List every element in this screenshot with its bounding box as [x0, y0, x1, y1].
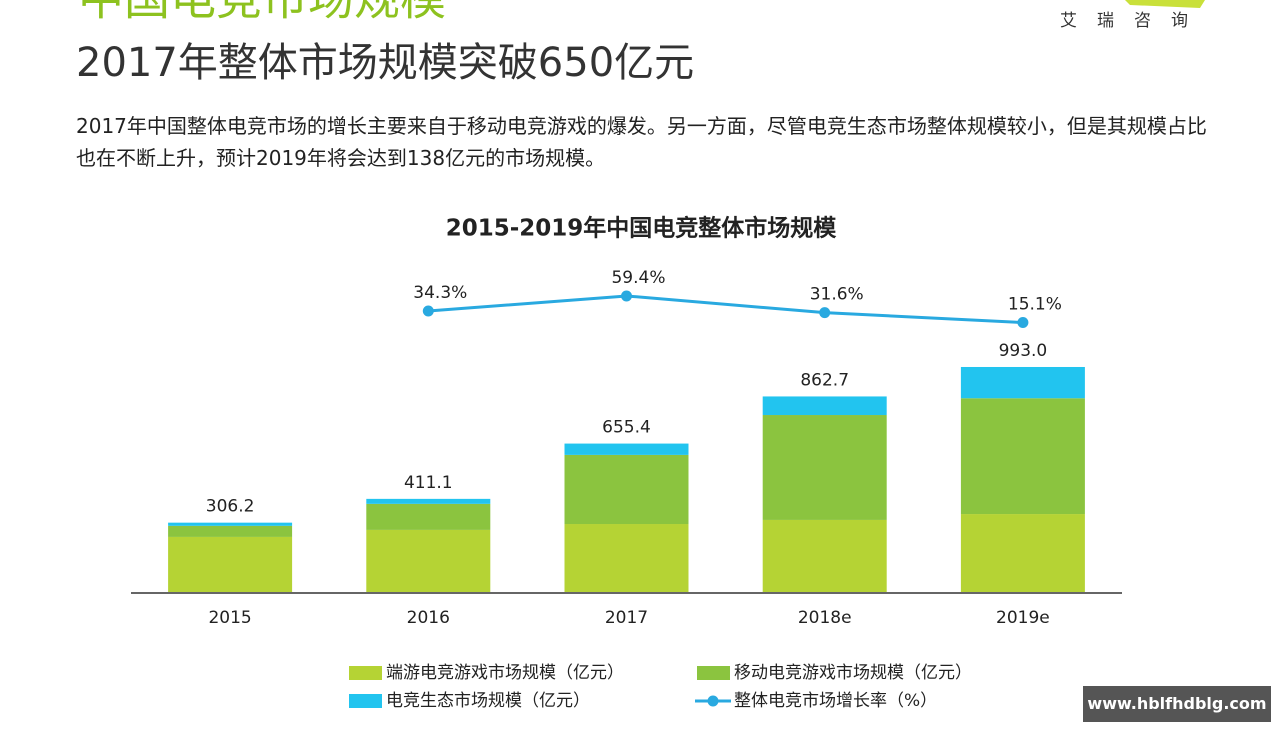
- paragraph: 2017年中国整体电竞市场的增长主要来自于移动电竞游戏的爆发。另一方面，尽管电竞…: [76, 114, 1207, 170]
- bar-segment: [960, 398, 1085, 515]
- legend-swatch: [697, 666, 730, 680]
- bar-segment: [168, 522, 293, 526]
- legend-label: 端游电竞游戏市场规模（亿元）: [386, 663, 624, 683]
- growth-label: 34.3%: [413, 283, 467, 303]
- bar-segment: [366, 498, 491, 504]
- growth-point: [1017, 317, 1029, 329]
- x-tick-label: 2019e: [996, 608, 1050, 628]
- legend-swatch: [349, 666, 382, 680]
- legend-label: 移动电竞游戏市场规模（亿元）: [734, 663, 972, 683]
- bar-segment: [564, 454, 689, 525]
- bar-segment: [762, 519, 887, 592]
- chart-title: 2015-2019年中国电竞整体市场规模: [446, 215, 838, 242]
- section-title: 中国电竞市场规模: [78, 0, 446, 26]
- growth-point: [422, 305, 434, 317]
- bar-segment: [960, 366, 1085, 399]
- x-tick-label: 2017: [605, 608, 648, 628]
- growth-label: 59.4%: [611, 268, 665, 288]
- growth-line: [428, 294, 1023, 325]
- legend-swatch: [349, 694, 382, 708]
- x-tick-label: 2015: [208, 608, 251, 628]
- growth-point: [819, 307, 831, 319]
- total-label: 993.0: [999, 341, 1048, 361]
- bar-segment: [366, 529, 491, 592]
- legend-label: 电竞生态市场规模（亿元）: [386, 691, 590, 711]
- bar-segment: [564, 524, 689, 592]
- bar-segment: [168, 525, 293, 537]
- x-tick-label: 2018e: [798, 608, 852, 628]
- legend-label: 整体电竞市场增长率（%）: [734, 691, 937, 711]
- bar-segment: [960, 514, 1085, 592]
- total-label: 655.4: [602, 417, 651, 437]
- total-label: 411.1: [404, 473, 453, 493]
- total-label: 862.7: [800, 371, 849, 391]
- total-label: 306.2: [206, 497, 255, 517]
- bar-segment: [366, 503, 491, 530]
- bar-segment: [564, 443, 689, 455]
- growth-label: 31.6%: [810, 285, 864, 305]
- legend-marker: [707, 695, 719, 707]
- logo-text: 艾瑞咨询: [1060, 11, 1208, 31]
- watermark: www.hblfhdblg.com: [1083, 686, 1271, 722]
- x-tick-label: 2016: [407, 608, 450, 628]
- bar-segment: [762, 415, 887, 520]
- bar-segment: [762, 396, 887, 416]
- growth-point: [621, 290, 632, 302]
- bar-segment: [168, 536, 293, 592]
- headline: 2017年整体市场规模突破650亿元: [76, 40, 694, 86]
- logo-shape: [1125, 0, 1205, 8]
- growth-label: 15.1%: [1008, 295, 1062, 315]
